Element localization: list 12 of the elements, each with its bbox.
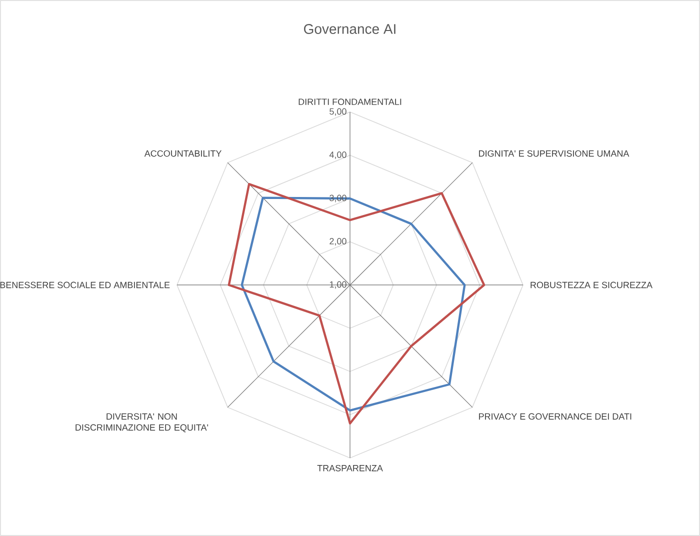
spoke-label: TRASPARENZA bbox=[317, 464, 383, 472]
spoke-label: PRIVACY E GOVERNANCE DEI DATI bbox=[479, 413, 632, 420]
spoke-label: DIGNITA' E SUPERVISIONE UMANA bbox=[479, 150, 630, 157]
spoke-label: DIRITTI FONDAMENTALI bbox=[298, 98, 402, 106]
spoke-label: ROBUSTEZZA E SICUREZZA bbox=[530, 282, 652, 288]
y-tick-label: 5,00 bbox=[330, 108, 346, 116]
spoke-label: BENESSERE SOCIALE ED AMBIENTALE bbox=[0, 282, 170, 288]
spoke-label: DIVERSITA' NON DISCRIMINAZIONE ED EQUITA' bbox=[76, 413, 208, 432]
chart-title: Governance AI bbox=[304, 24, 396, 34]
y-tick-label: 2,00 bbox=[330, 238, 346, 246]
spoke-label: ACCOUNTABILITY bbox=[144, 150, 222, 157]
y-tick-label: 4,00 bbox=[329, 152, 346, 159]
